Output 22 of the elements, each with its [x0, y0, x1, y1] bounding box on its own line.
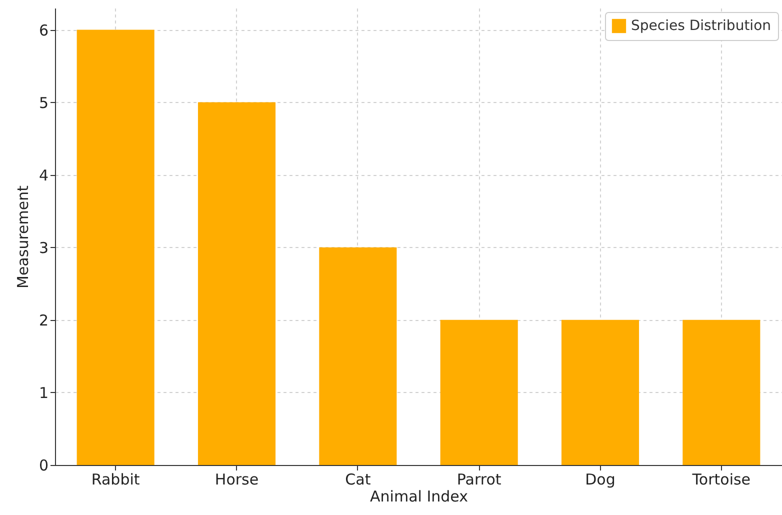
x-tick-label: Horse: [214, 470, 259, 488]
x-tick-label: Parrot: [456, 470, 502, 488]
x-axis-title: Animal Index: [370, 488, 468, 506]
x-tick-label: Cat: [345, 470, 371, 488]
y-axis-title: Measurement: [14, 185, 32, 288]
x-tick-label: Tortoise: [691, 470, 751, 488]
bar: [319, 247, 397, 465]
bar: [561, 320, 640, 465]
bar: [682, 320, 760, 465]
legend-label: Species Distribution: [631, 18, 772, 34]
bar: [440, 320, 518, 465]
bar: [76, 30, 154, 465]
y-tick-label: 0: [38, 456, 48, 474]
bar: [198, 102, 276, 465]
x-tick-label: Dog: [585, 470, 616, 488]
y-tick-label: 5: [38, 94, 48, 112]
y-tick-label: 1: [38, 384, 48, 402]
x-tick-label: Rabbit: [91, 470, 140, 488]
y-tick-label: 4: [38, 166, 48, 184]
y-tick-label: 2: [38, 311, 48, 330]
y-tick-label: 6: [38, 21, 48, 40]
y-tick-label: 3: [38, 238, 48, 257]
